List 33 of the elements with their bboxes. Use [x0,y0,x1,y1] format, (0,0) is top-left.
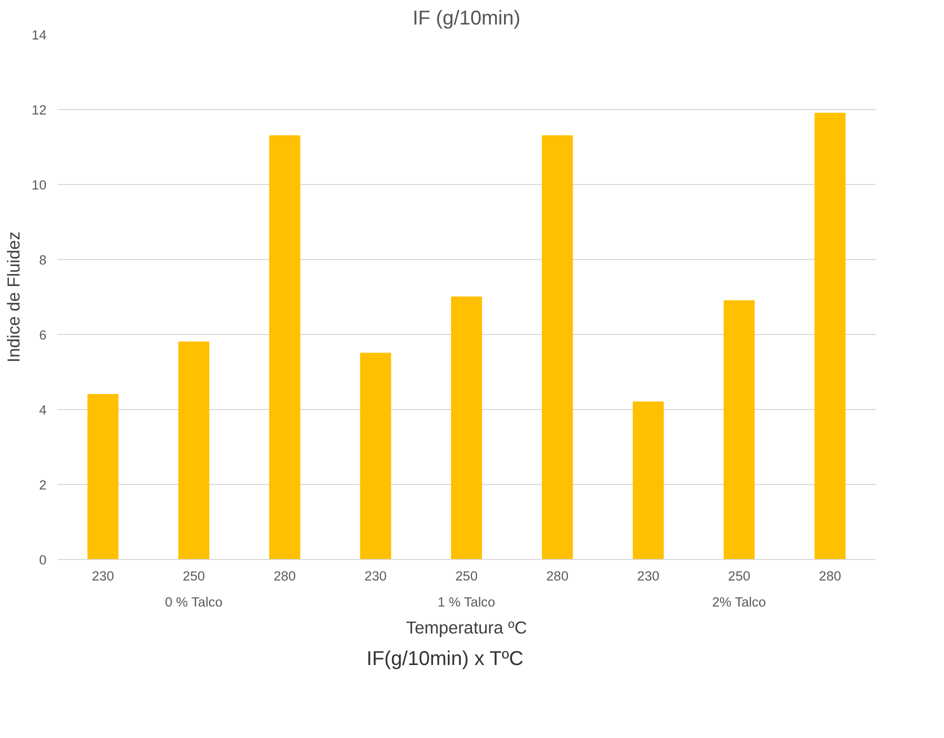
text: 1 % Talco [438,594,496,610]
x-axis-title: Temperatura ºC [406,618,527,638]
y-tick-label: 10 [32,178,47,192]
bar [178,342,210,560]
y-tick-label: 4 [39,402,48,418]
y-tick-label: 12 [32,102,47,118]
y-tick-label: 0 [39,552,47,568]
y-axis-title: Indice de Fluidez [4,231,24,362]
bar [451,296,482,560]
x-tick-label: 280 [546,568,569,584]
x-tick-label: 280 [274,568,296,584]
y-tick-label: 8 [39,252,47,268]
y-tick-label: 14 [32,28,48,42]
x-tick-label: 250 [182,568,205,584]
bar [360,352,392,560]
x-tick-label: 230 [637,568,660,584]
y-tick-label: 6 [39,328,47,342]
bar [542,135,573,560]
bar [724,300,755,560]
x-tick-label: 230 [364,568,387,584]
text: 2% Talco [712,594,766,610]
bar [814,112,846,560]
chart-title: IF (g/10min) [412,8,520,30]
bar [87,394,118,560]
text: IF(g/10min) x TºC [366,647,524,672]
x-tick-label: 280 [818,568,842,584]
bar [269,135,300,560]
x-tick-label: 250 [455,568,478,584]
x-tick-label: 230 [92,568,114,584]
x-tick-label: 250 [728,568,750,584]
y-tick-label: 2 [39,478,47,492]
bar [632,402,664,560]
text: 0 % Talco [164,594,222,610]
